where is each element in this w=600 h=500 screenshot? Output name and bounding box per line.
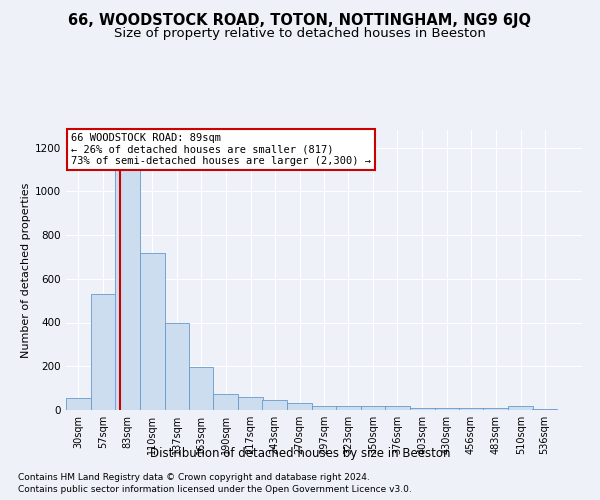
Bar <box>508 406 533 410</box>
Bar <box>164 322 190 410</box>
Text: Contains public sector information licensed under the Open Government Licence v3: Contains public sector information licen… <box>18 485 412 494</box>
Text: 66 WOODSTOCK ROAD: 89sqm
← 26% of detached houses are smaller (817)
73% of semi-: 66 WOODSTOCK ROAD: 89sqm ← 26% of detach… <box>71 133 371 166</box>
Bar <box>214 394 238 410</box>
Bar <box>532 409 557 410</box>
Bar <box>410 408 434 410</box>
Bar <box>188 368 214 410</box>
Bar <box>66 398 91 410</box>
Bar <box>287 404 312 410</box>
Text: 66, WOODSTOCK ROAD, TOTON, NOTTINGHAM, NG9 6JQ: 66, WOODSTOCK ROAD, TOTON, NOTTINGHAM, N… <box>68 12 532 28</box>
Text: Size of property relative to detached houses in Beeston: Size of property relative to detached ho… <box>114 28 486 40</box>
Y-axis label: Number of detached properties: Number of detached properties <box>21 182 31 358</box>
Text: Contains HM Land Registry data © Crown copyright and database right 2024.: Contains HM Land Registry data © Crown c… <box>18 472 370 482</box>
Bar <box>262 400 287 410</box>
Bar <box>434 408 460 410</box>
Bar <box>336 406 361 410</box>
Bar <box>361 406 386 410</box>
Bar <box>91 294 116 410</box>
Bar <box>385 406 410 410</box>
Bar <box>140 252 164 410</box>
Bar <box>115 152 140 410</box>
Bar <box>458 408 484 410</box>
Bar <box>312 406 337 410</box>
Bar <box>238 397 263 410</box>
Bar <box>484 408 508 410</box>
Text: Distribution of detached houses by size in Beeston: Distribution of detached houses by size … <box>150 448 450 460</box>
